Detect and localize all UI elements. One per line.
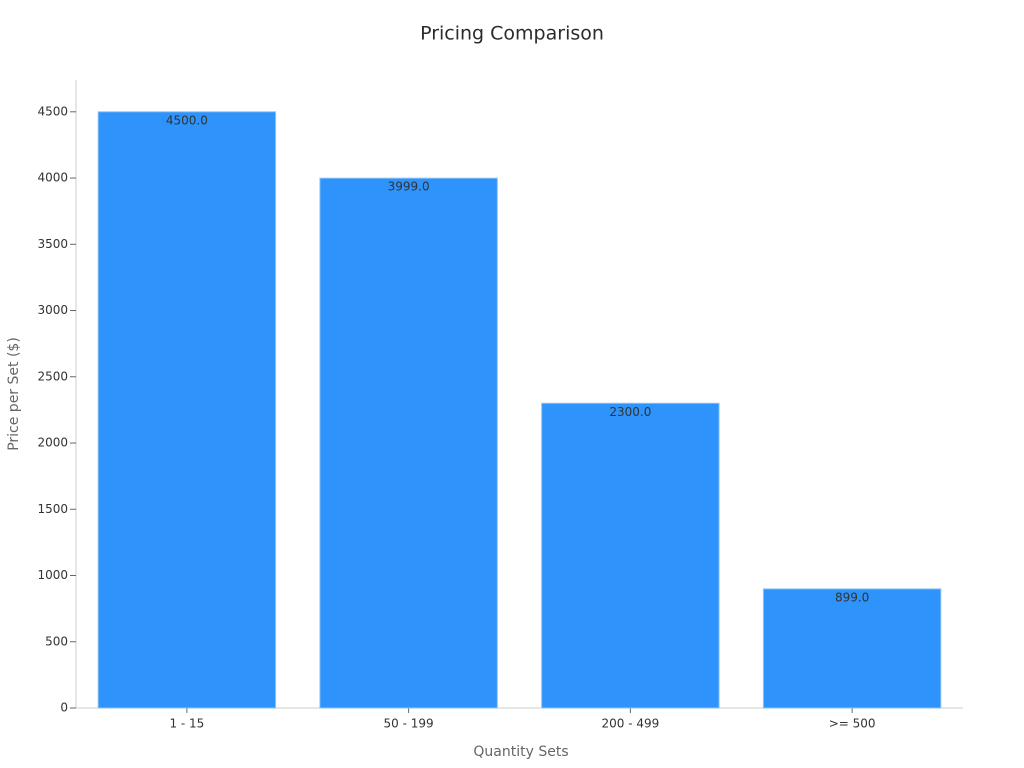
value-label: 4500.0: [166, 113, 208, 127]
y-tick-label: 1500: [37, 502, 68, 516]
y-tick-label: 2000: [37, 436, 68, 450]
y-tick-label: 3500: [37, 237, 68, 251]
y-tick-label: 500: [45, 634, 68, 648]
bar: [319, 177, 498, 709]
value-label: 899.0: [835, 590, 869, 604]
y-tick-label: 3000: [37, 303, 68, 317]
x-tick-label: 50 - 199: [384, 717, 434, 731]
y-tick-label: 1000: [37, 568, 68, 582]
value-label: 2300.0: [609, 405, 651, 419]
x-tick-label: 1 - 15: [169, 717, 204, 731]
y-tick-label: 4500: [37, 104, 68, 118]
y-tick-label: 4000: [37, 171, 68, 185]
x-axis-label: Quantity Sets: [473, 744, 568, 760]
bar: [97, 111, 277, 709]
y-tick-label: 0: [60, 701, 68, 715]
bar: [762, 588, 942, 709]
bar: [541, 402, 720, 709]
value-label: 3999.0: [388, 180, 430, 194]
x-tick-label: >= 500: [829, 717, 876, 731]
chart-title: Pricing Comparison: [420, 23, 604, 45]
y-tick-label: 2500: [37, 369, 68, 383]
x-tick-label: 200 - 499: [601, 717, 659, 731]
y-axis-label: Price per Set ($): [6, 337, 22, 451]
